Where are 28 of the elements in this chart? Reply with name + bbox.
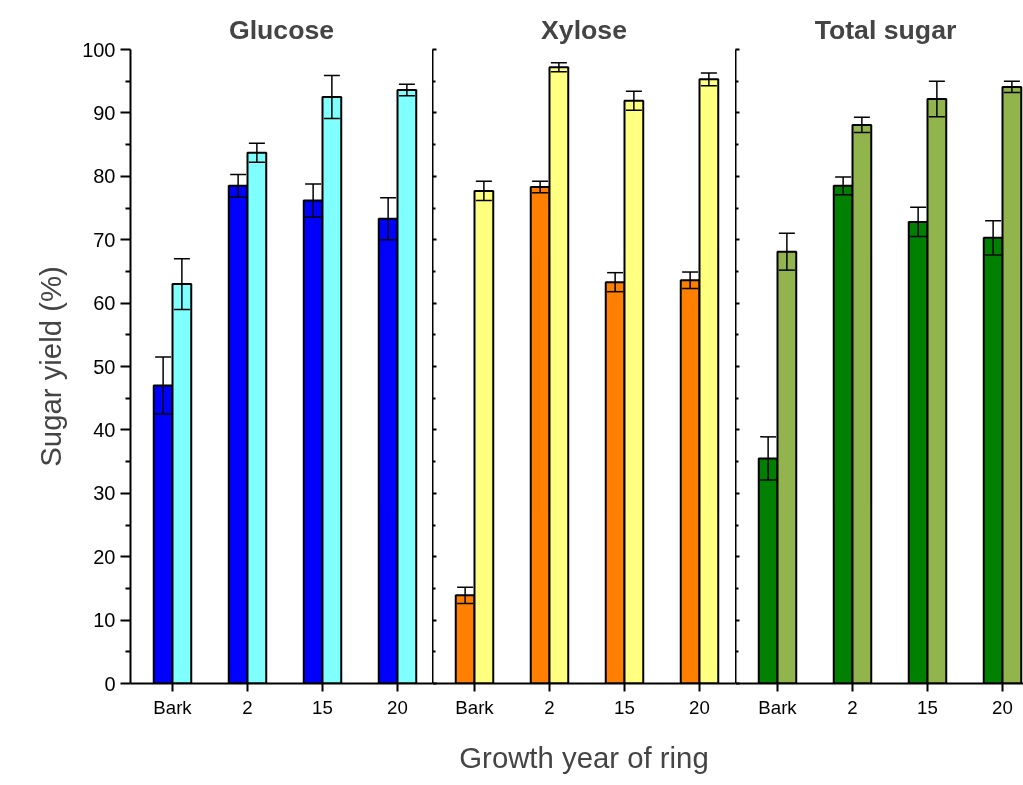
- y-tick-label: 30: [93, 482, 116, 505]
- x-tick-label: 15: [614, 696, 635, 718]
- x-tick-label: Bark: [758, 696, 798, 718]
- y-tick-label: 50: [93, 355, 116, 378]
- x-tick-label: 2: [242, 696, 253, 718]
- x-tick-label: 2: [544, 696, 555, 718]
- y-tick-label: 90: [93, 101, 116, 124]
- y-tick-label: 40: [93, 418, 116, 441]
- x-tick-label: 20: [992, 696, 1013, 718]
- chart-title: Xylose: [541, 14, 627, 45]
- x-tick-label: Bark: [455, 696, 495, 718]
- x-axis-title: Growth year of ring: [459, 740, 709, 774]
- x-tick-label: Bark: [153, 696, 193, 718]
- y-axis-title: Sugar yield (%): [34, 266, 68, 467]
- y-tick-label: 70: [93, 228, 116, 251]
- x-tick-label: 15: [917, 696, 938, 718]
- y-tick-label: 10: [93, 609, 116, 632]
- y-tick-label: 20: [93, 545, 116, 568]
- chart-title: Glucose: [228, 14, 335, 45]
- y-tick-label: 100: [82, 38, 116, 61]
- y-tick-label: 0: [104, 672, 116, 695]
- y-tick-label: 80: [93, 165, 116, 188]
- x-tick-label: 20: [387, 696, 408, 718]
- y-tick-label: 60: [93, 292, 116, 315]
- chart-title: Total sugar: [814, 14, 957, 45]
- x-tick-label: 2: [847, 696, 858, 718]
- x-tick-label: 20: [689, 696, 710, 718]
- x-tick-label: 15: [312, 696, 333, 718]
